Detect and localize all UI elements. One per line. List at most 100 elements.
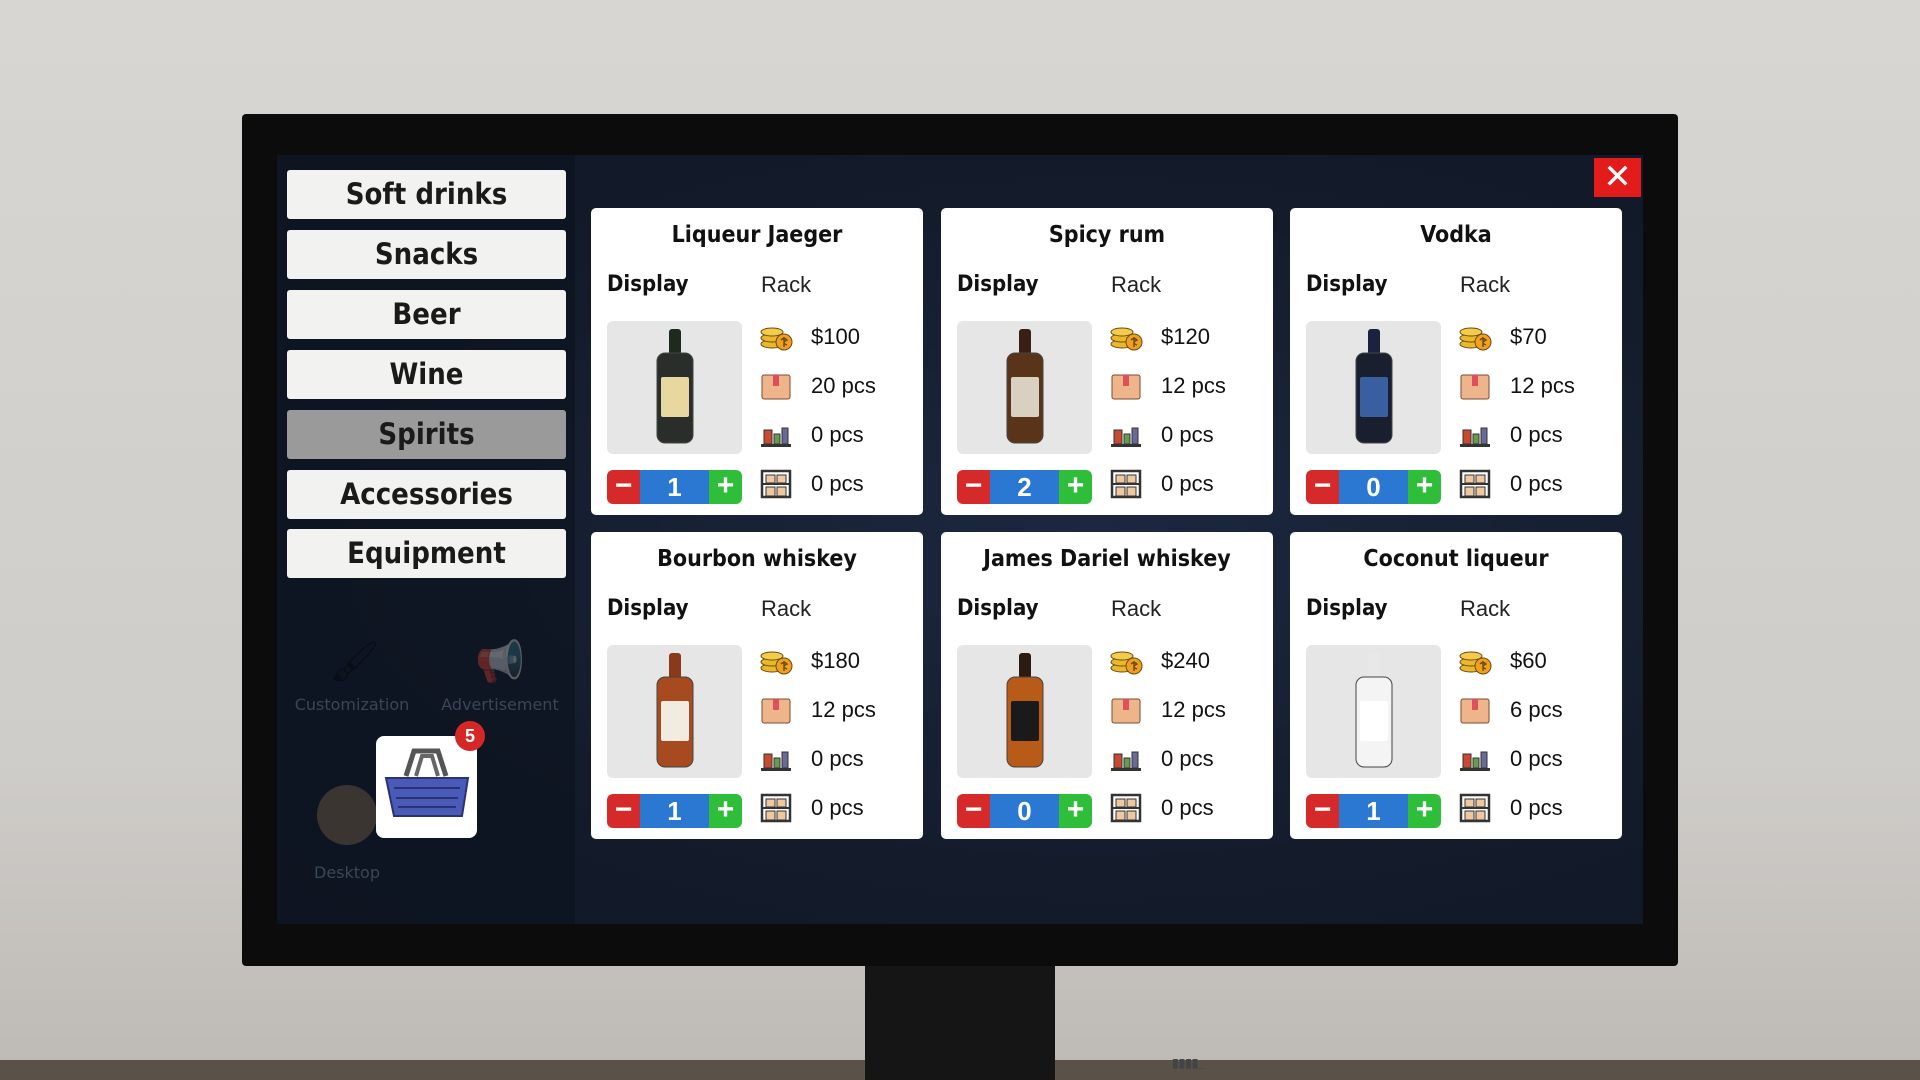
price-value: $120 [1161,324,1210,349]
display-stock-row: 0 pcs [1109,418,1214,452]
increase-button[interactable]: + [1408,470,1441,504]
box-icon [761,698,791,724]
display-stock-value: 0 pcs [1510,746,1563,771]
app-advertisement[interactable]: Advertisement [441,695,559,714]
display-shelf-icon [761,427,791,447]
rack-tab[interactable]: Rack [1111,596,1162,621]
category-soft-drinks[interactable]: Soft drinks [287,170,566,219]
display-stock-row: 0 pcs [1109,742,1214,776]
category-equipment[interactable]: Equipment [287,529,566,578]
display-tab[interactable]: Display [607,596,689,621]
product-image [957,321,1092,454]
increase-button[interactable]: + [709,470,742,504]
increase-button[interactable]: + [1408,794,1441,828]
display-stock-row: 0 pcs [759,418,864,452]
rack-stock-value: 0 pcs [1510,795,1563,820]
decrease-button[interactable]: − [957,470,990,504]
price-row: $60 [1458,644,1547,678]
quantity-stepper: − 1 + [1306,794,1441,828]
price-row: $120 [1109,320,1210,354]
rack-icon [1110,793,1142,823]
decrease-button[interactable]: − [957,794,990,828]
rack-stock-value: 0 pcs [811,795,864,820]
display-tab[interactable]: Display [1306,272,1388,297]
product-card: Bourbon whiskey Display Rack − 1 + $180 … [591,532,923,839]
display-tab[interactable]: Display [607,272,689,297]
quantity-value[interactable]: 1 [640,470,709,504]
rack-stock-value: 0 pcs [1510,471,1563,496]
display-tab[interactable]: Display [1306,596,1388,621]
product-name: Vodka [1420,222,1492,248]
category-snacks[interactable]: Snacks [287,230,566,279]
product-card: Vodka Display Rack − 0 + $70 12 pcs 0 pc… [1290,208,1622,515]
box-icon [761,374,791,400]
quantity-value[interactable]: 1 [1339,794,1408,828]
decrease-button[interactable]: − [1306,470,1339,504]
rack-icon [760,793,792,823]
display-shelf-icon [1460,427,1490,447]
box-size-row: 12 pcs [759,693,876,727]
decrease-button[interactable]: − [607,794,640,828]
decrease-button[interactable]: − [607,470,640,504]
rack-stock-value: 0 pcs [1161,795,1214,820]
rack-stock-row: 0 pcs [1458,467,1563,501]
cart-count-badge: 5 [455,721,485,751]
decrease-button[interactable]: − [1306,794,1339,828]
category-beer[interactable]: Beer [287,290,566,339]
rack-stock-row: 0 pcs [759,467,864,501]
quantity-stepper: − 1 + [607,470,742,504]
price-row: $100 [759,320,860,354]
quantity-value[interactable]: 0 [1339,470,1408,504]
product-image [607,321,742,454]
quantity-value[interactable]: 2 [990,470,1059,504]
product-name: Bourbon whiskey [657,546,857,572]
bottle-icon [656,653,693,768]
rack-icon [760,469,792,499]
product-name: Liqueur Jaeger [671,222,843,248]
increase-button[interactable]: + [1059,470,1092,504]
display-shelf-icon [1460,751,1490,771]
display-tab[interactable]: Display [957,272,1039,297]
bottle-icon [1355,329,1392,444]
box-size-row: 6 pcs [1458,693,1563,727]
box-size-row: 12 pcs [1109,693,1226,727]
cart-button[interactable] [376,736,477,838]
rack-tab[interactable]: Rack [1111,272,1162,297]
price-value: $240 [1161,648,1210,673]
rack-tab[interactable]: Rack [1460,596,1511,621]
quantity-value[interactable]: 0 [990,794,1059,828]
megaphone-icon: 📢 [475,640,525,684]
bottle-icon [1006,653,1043,768]
increase-button[interactable]: + [1059,794,1092,828]
rack-tab[interactable]: Rack [761,596,812,621]
rack-stock-row: 0 pcs [759,791,864,825]
price-value: $180 [811,648,860,673]
rack-tab[interactable]: Rack [761,272,812,297]
rack-icon [1459,469,1491,499]
category-accessories[interactable]: Accessories [287,470,566,519]
quantity-stepper: − 0 + [957,794,1092,828]
rack-tab[interactable]: Rack [1460,272,1511,297]
computer-screen: 🖌 📢 Customization Advertisement Desktop … [277,155,1643,924]
category-wine[interactable]: Wine [287,350,566,399]
box-size-value: 12 pcs [811,697,876,722]
product-card: Coconut liqueur Display Rack − 1 + $60 6… [1290,532,1622,839]
quantity-stepper: − 0 + [1306,470,1441,504]
box-icon [1111,698,1141,724]
product-image [957,645,1092,778]
bottle-icon [1006,329,1043,444]
monitor-stand [865,960,1055,1080]
display-tab[interactable]: Display [957,596,1039,621]
box-size-value: 12 pcs [1161,697,1226,722]
category-spirits[interactable]: Spirits [287,410,566,459]
app-customization[interactable]: Customization [294,695,410,714]
rack-stock-value: 0 pcs [811,471,864,496]
close-button[interactable]: ✕ [1594,158,1641,197]
increase-button[interactable]: + [709,794,742,828]
quantity-value[interactable]: 1 [640,794,709,828]
app-desktop[interactable]: Desktop [314,863,380,882]
coins-icon [1459,327,1492,351]
rack-stock-row: 0 pcs [1109,467,1214,501]
product-card: James Dariel whiskey Display Rack − 0 + … [941,532,1273,839]
product-card: Liqueur Jaeger Display Rack − 1 + $100 2… [591,208,923,515]
